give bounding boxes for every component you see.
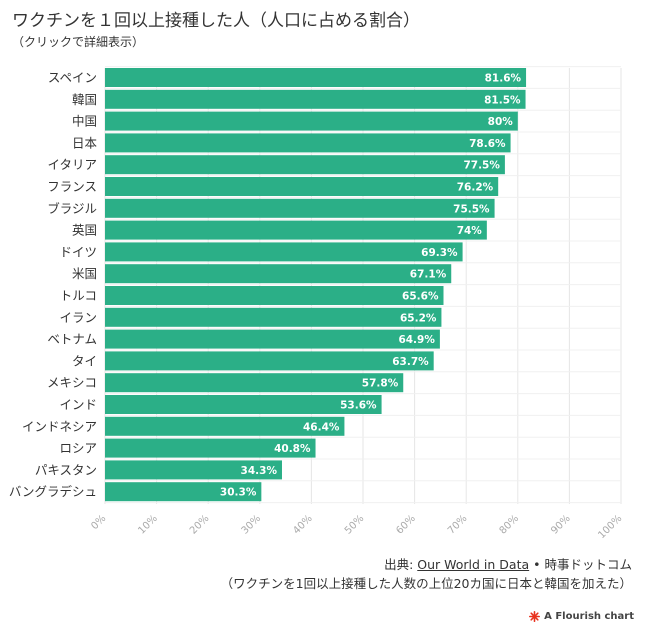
flourish-credit-label: A Flourish chart [544,611,634,622]
category-label: 米国 [72,266,97,281]
chart-title: ワクチンを１回以上接種した人（人口に占める割合） [12,11,420,31]
value-label: 30.3% [220,487,257,499]
flourish-credit[interactable]: A Flourish chart [529,611,634,622]
bar-chart[interactable]: 0% 10% 20% 30% 40% 50% 60% 70% 80% 90% 100% スペイン 81.… [0,60,654,540]
category-label: スペイン [48,70,97,85]
category-label: インドネシア [22,419,97,434]
bar[interactable] [105,416,345,436]
bar[interactable] [105,307,442,327]
x-tick-label: 10% [136,513,160,537]
value-label: 81.6% [485,73,522,85]
bar[interactable] [105,264,452,284]
bar[interactable] [105,177,499,196]
bar[interactable] [105,460,282,480]
category-label: タイ [72,353,97,368]
category-label: ドイツ [59,244,97,259]
bar[interactable] [105,111,518,131]
category-label: イタリア [47,157,97,172]
flourish-logo-icon [529,611,541,622]
source-publisher: 時事ドットコム [544,557,632,572]
x-tick-label: 30% [240,513,264,537]
bar[interactable] [105,89,526,109]
category-label: ベトナム [47,332,97,347]
value-label: 80% [488,116,514,128]
chart-subtitle: （クリックで詳細表示） [12,35,145,49]
category-label: パキスタン [35,462,97,477]
category-label: トルコ [60,288,97,303]
value-label: 34.3% [241,465,278,477]
bar[interactable] [105,242,463,262]
value-label: 65.6% [402,291,439,303]
category-label: 中国 [72,114,97,129]
source-prefix: 出典: [384,557,418,572]
source-separator: • [529,557,545,572]
value-label: 40.8% [274,443,311,455]
category-label: フランス [47,179,97,194]
value-label: 65.2% [400,312,437,324]
chart-note: （ワクチンを1回以上接種した人数の上位20カ国に日本と韓国を加えた） [220,576,632,591]
value-label: 75.5% [453,203,490,215]
bar[interactable] [105,329,440,349]
x-tick-label: 90% [549,513,573,537]
value-label: 78.6% [469,138,506,150]
bar[interactable] [105,220,487,240]
bar[interactable] [105,438,316,458]
value-label: 76.2% [457,182,494,194]
bar[interactable] [105,482,262,502]
source-line: 出典: Our World in Data • 時事ドットコム [384,554,632,573]
x-tick-label: 70% [446,513,470,537]
bar[interactable] [105,198,495,218]
x-tick-label: 60% [394,513,418,537]
bar[interactable] [105,395,382,414]
x-tick-label: 40% [291,513,315,537]
x-tick-label: 50% [343,513,367,537]
value-label: 69.3% [421,247,458,259]
value-label: 63.7% [392,356,429,368]
category-label: バングラデシュ [9,484,97,499]
value-label: 81.5% [484,94,521,106]
bar[interactable] [105,155,505,175]
bar[interactable] [105,351,434,371]
x-tick-label: 80% [498,513,522,537]
category-label: 英国 [72,223,97,238]
bar[interactable] [105,373,404,393]
x-tick-label: 20% [188,513,212,537]
value-label: 46.4% [303,421,340,433]
value-label: 67.1% [410,269,447,281]
bar[interactable] [105,68,527,87]
category-label: ロシア [59,441,97,456]
value-label: 77.5% [463,160,500,172]
category-label: ブラジル [47,201,97,216]
category-label: イラン [59,310,97,325]
x-tick-label: 0% [89,513,108,532]
category-label: 韓国 [72,92,97,107]
value-label: 57.8% [362,378,399,390]
category-label: インド [59,397,97,412]
category-label: 日本 [72,135,98,150]
source-link[interactable]: Our World in Data [417,557,530,572]
value-label: 53.6% [340,400,377,412]
x-tick-label: 100% [596,513,624,540]
category-label: メキシコ [47,375,97,390]
value-label: 74% [457,225,483,237]
bar[interactable] [105,133,511,153]
value-label: 64.9% [398,334,435,346]
bar[interactable] [105,286,444,305]
